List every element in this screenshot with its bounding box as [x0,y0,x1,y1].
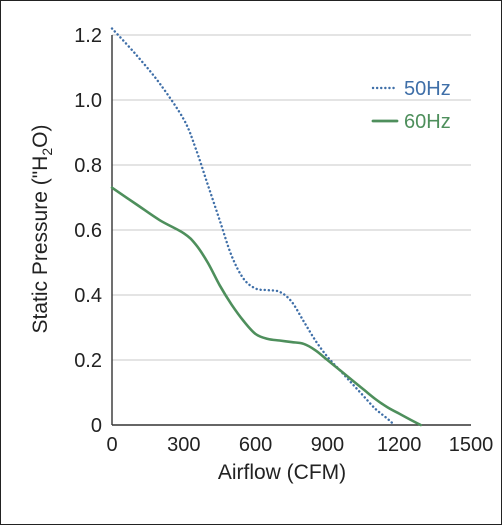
y-tick-label-0: 0 [91,415,102,437]
y-axis-label: Static Pressure ("H2O) [29,125,55,334]
x-tick-label-2: 600 [239,434,272,456]
x-tick-labels: 0 300 600 900 1200 1500 [106,434,493,456]
y-tick-label-1: 0.2 [74,350,102,372]
axes [111,35,471,426]
legend: 50Hz 60Hz [371,78,451,133]
x-tick-label-1: 300 [167,434,200,456]
x-tick-label-4: 1200 [377,434,422,456]
y-tick-label-4: 0.8 [74,155,102,177]
y-tick-label-3: 0.6 [74,220,102,242]
y-tick-labels: 0 0.2 0.4 0.6 0.8 1.0 1.2 [74,25,102,437]
y-tick-label-5: 1.0 [74,90,102,112]
x-axis-label: Airflow (CFM) [218,461,346,484]
x-tick-label-0: 0 [106,434,117,456]
x-tick-label-5: 1500 [449,434,494,456]
x-tick-label-3: 900 [311,434,344,456]
legend-label-60hz: 60Hz [404,111,451,133]
legend-label-50hz: 50Hz [404,78,451,100]
series-line-50hz [110,27,396,427]
y-tick-label-6: 1.2 [74,25,102,47]
y-tick-label-2: 0.4 [74,285,102,307]
series-line-60hz [110,186,422,427]
series-lines [110,27,422,427]
